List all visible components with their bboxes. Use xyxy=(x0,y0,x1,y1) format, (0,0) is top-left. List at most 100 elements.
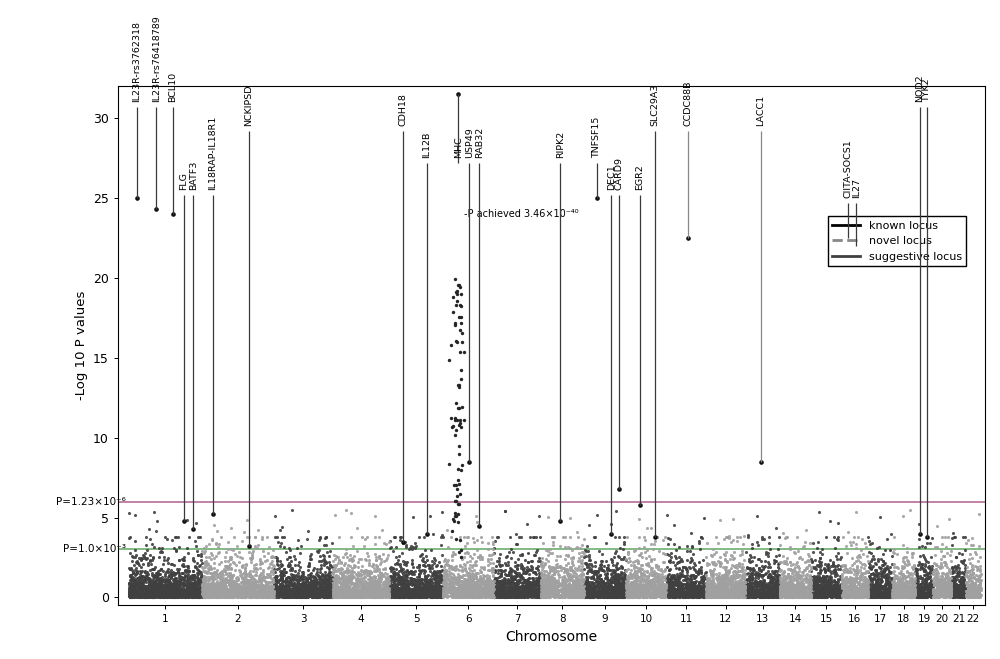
Point xyxy=(644,588,660,598)
Point xyxy=(563,573,579,583)
Point xyxy=(864,538,880,548)
Point xyxy=(678,589,694,600)
Point xyxy=(952,583,968,594)
Point xyxy=(718,585,734,595)
Point xyxy=(957,563,973,573)
Point xyxy=(775,590,791,600)
Point xyxy=(708,580,724,590)
Point xyxy=(407,538,423,548)
Point xyxy=(832,590,848,601)
Point xyxy=(889,584,905,594)
Point xyxy=(441,579,457,589)
Point xyxy=(323,579,339,589)
Point xyxy=(502,587,518,598)
Point xyxy=(453,591,469,602)
Point xyxy=(404,583,420,594)
Point xyxy=(714,592,730,602)
Point xyxy=(411,531,427,542)
Point xyxy=(121,583,137,594)
Point xyxy=(411,585,427,596)
Point xyxy=(423,586,439,596)
Point xyxy=(884,586,900,596)
Point xyxy=(244,547,260,558)
Point xyxy=(409,586,425,596)
Point xyxy=(466,573,482,583)
Point xyxy=(187,591,203,602)
Point xyxy=(884,588,900,598)
Point xyxy=(899,577,915,587)
Point xyxy=(403,574,419,585)
Point xyxy=(475,590,491,600)
Point xyxy=(477,587,493,598)
Point xyxy=(580,590,596,600)
Text: CARD9: CARD9 xyxy=(615,157,624,190)
Point xyxy=(219,588,235,599)
Point xyxy=(425,581,441,592)
Point xyxy=(913,584,929,594)
Point xyxy=(800,584,816,594)
Point xyxy=(345,585,361,595)
Point xyxy=(492,590,508,600)
Point xyxy=(326,580,342,590)
Point xyxy=(588,569,604,579)
Point xyxy=(911,583,927,594)
Point xyxy=(252,581,268,591)
Point xyxy=(195,582,211,592)
Point xyxy=(685,580,701,590)
Point xyxy=(484,563,500,573)
Point xyxy=(749,570,765,581)
Point xyxy=(144,567,160,578)
Point xyxy=(337,571,353,581)
Point xyxy=(950,589,966,600)
Point xyxy=(269,531,285,542)
Point xyxy=(738,585,754,595)
Point xyxy=(329,588,345,599)
Point xyxy=(591,576,607,587)
Point xyxy=(599,592,615,602)
Point xyxy=(519,584,535,594)
Point xyxy=(862,584,878,594)
Point xyxy=(654,585,670,596)
Point xyxy=(927,573,943,584)
Point xyxy=(315,587,331,597)
Point xyxy=(496,588,512,599)
Point xyxy=(201,592,217,602)
Point xyxy=(534,576,550,587)
Point xyxy=(806,588,822,598)
Point xyxy=(328,590,344,600)
Point xyxy=(594,585,610,596)
Point xyxy=(904,590,920,600)
Point xyxy=(483,554,499,564)
Point xyxy=(325,591,341,602)
Point xyxy=(834,582,850,592)
Point xyxy=(870,584,886,594)
Point xyxy=(521,590,537,600)
Point xyxy=(338,581,354,592)
Point xyxy=(853,570,869,581)
Point xyxy=(189,573,205,583)
Point xyxy=(164,592,180,602)
Point xyxy=(793,577,809,588)
Point xyxy=(411,589,427,600)
Point xyxy=(143,559,159,569)
Point xyxy=(735,569,751,580)
Point xyxy=(587,560,603,571)
Point xyxy=(972,583,988,593)
Point xyxy=(304,584,320,594)
Point xyxy=(632,577,648,588)
Point xyxy=(657,587,673,597)
Point xyxy=(853,592,869,602)
Point xyxy=(793,572,809,583)
Point xyxy=(944,586,960,596)
Point xyxy=(526,585,542,595)
Point xyxy=(971,579,987,590)
Point xyxy=(940,588,956,598)
Point xyxy=(698,590,714,600)
Point xyxy=(899,590,915,601)
Point xyxy=(888,589,904,600)
Point xyxy=(741,581,757,592)
Point xyxy=(907,579,923,590)
Point xyxy=(406,585,422,596)
Point xyxy=(743,588,759,599)
Point xyxy=(515,591,531,602)
